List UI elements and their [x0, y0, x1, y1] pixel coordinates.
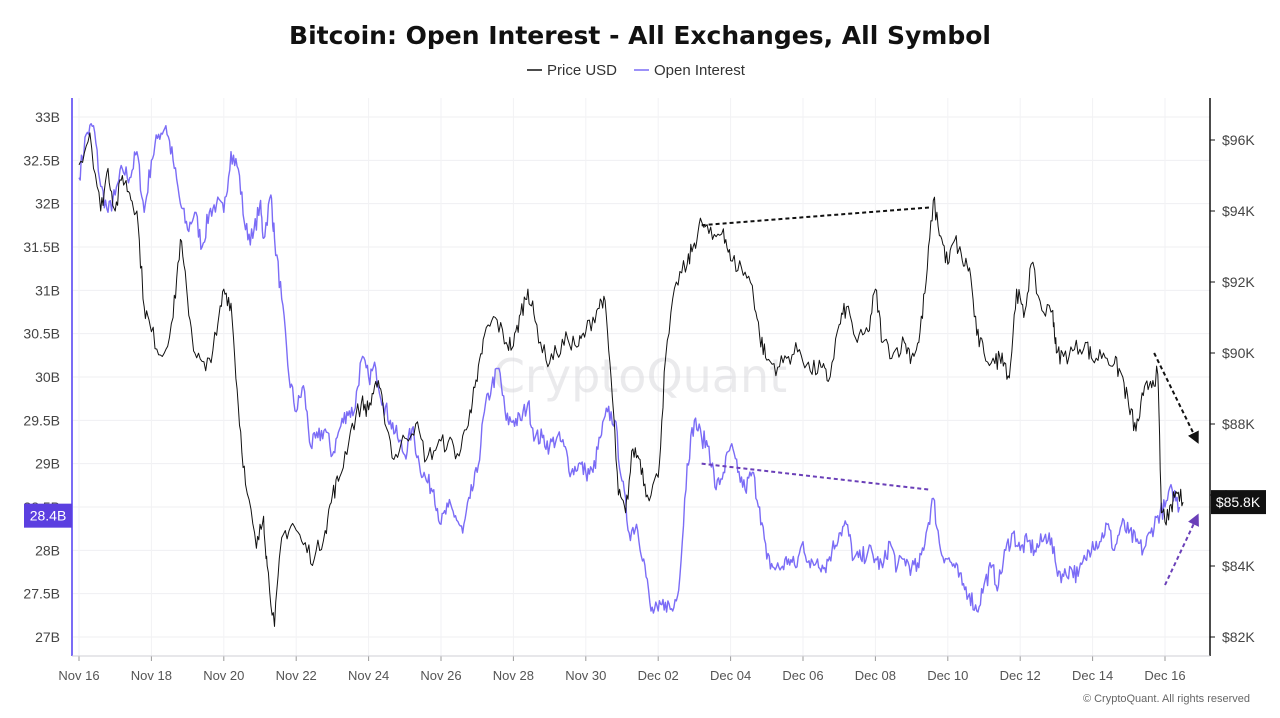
left-badge-value: 28.4B — [30, 508, 67, 524]
x-tick-label: Dec 04 — [710, 668, 751, 683]
right-tick-label: $88K — [1222, 416, 1255, 432]
left-axis-ticks: 27B27.5B28B28.5B29B29.5B30B30.5B31B31.5B… — [23, 109, 60, 645]
left-tick-label: 27B — [35, 629, 60, 645]
right-axis-ticks: $82K$84K$86K$88K$90K$92K$94K$96K — [1210, 132, 1255, 645]
left-tick-label: 27.5B — [23, 586, 60, 602]
x-tick-label: Dec 16 — [1144, 668, 1185, 683]
x-tick-label: Nov 16 — [58, 668, 99, 683]
gridlines — [72, 98, 1210, 656]
left-tick-label: 31B — [35, 282, 60, 298]
left-tick-label: 31.5B — [23, 239, 60, 255]
right-tick-label: $84K — [1222, 558, 1255, 574]
right-tick-label: $92K — [1222, 274, 1255, 290]
x-tick-label: Dec 06 — [782, 668, 823, 683]
left-badge-background — [24, 503, 72, 528]
x-axis-ticks: Nov 16 Nov 18 Nov 20 Nov 22 Nov 24 Nov 26 Nov … — [58, 655, 1210, 683]
x-tick-label: Nov 30 — [565, 668, 606, 683]
left-axis-badge: 28.4B — [24, 503, 72, 528]
series-line-open-interest[interactable] — [78, 123, 1181, 614]
x-tick-label: Nov 20 — [203, 668, 244, 683]
legend-price-label[interactable]: Price USD — [547, 62, 617, 79]
x-tick-label: Nov 22 — [276, 668, 317, 683]
x-tick-label: Dec 12 — [1000, 668, 1041, 683]
legend-oi-label[interactable]: Open Interest — [654, 62, 746, 79]
annotation-dashed-line — [1164, 513, 1199, 586]
x-tick-label: Dec 10 — [927, 668, 968, 683]
right-axis-badge: $85.8K — [1211, 490, 1266, 515]
x-tick-label: Dec 02 — [638, 668, 679, 683]
left-tick-label: 29B — [35, 456, 60, 472]
annotation-dashed-line — [701, 462, 930, 491]
copyright-text: © CryptoQuant. All rights reserved — [1083, 693, 1250, 705]
series-line-price[interactable] — [78, 132, 1184, 627]
right-badge-value: $85.8K — [1216, 494, 1261, 510]
x-tick-label: Nov 18 — [131, 668, 172, 683]
left-tick-label: 33B — [35, 109, 60, 125]
left-tick-label: 30.5B — [23, 326, 60, 342]
series-layer — [78, 123, 1184, 627]
left-tick-label: 29.5B — [23, 412, 60, 428]
left-tick-label: 32.5B — [23, 152, 60, 168]
chart-title: Bitcoin: Open Interest - All Exchanges, … — [289, 21, 991, 50]
x-tick-label: Nov 26 — [420, 668, 461, 683]
left-tick-label: 32B — [35, 196, 60, 212]
x-tick-label: Nov 28 — [493, 668, 534, 683]
right-tick-label: $82K — [1222, 629, 1255, 645]
annotation-dashed-line — [1153, 352, 1199, 444]
right-tick-label: $94K — [1222, 203, 1255, 219]
right-tick-label: $96K — [1222, 132, 1255, 148]
watermark: CryptoQuant — [493, 349, 787, 403]
annotation-dashed-line — [701, 206, 930, 227]
left-tick-label: 28B — [35, 542, 60, 558]
x-tick-label: Dec 14 — [1072, 668, 1113, 683]
legend: Price USD Open Interest — [527, 62, 746, 79]
annotations — [701, 206, 1199, 586]
x-tick-label: Dec 08 — [855, 668, 896, 683]
x-tick-label: Nov 24 — [348, 668, 389, 683]
right-badge-background — [1211, 490, 1266, 515]
left-tick-label: 30B — [35, 369, 60, 385]
right-tick-label: $90K — [1222, 345, 1255, 361]
